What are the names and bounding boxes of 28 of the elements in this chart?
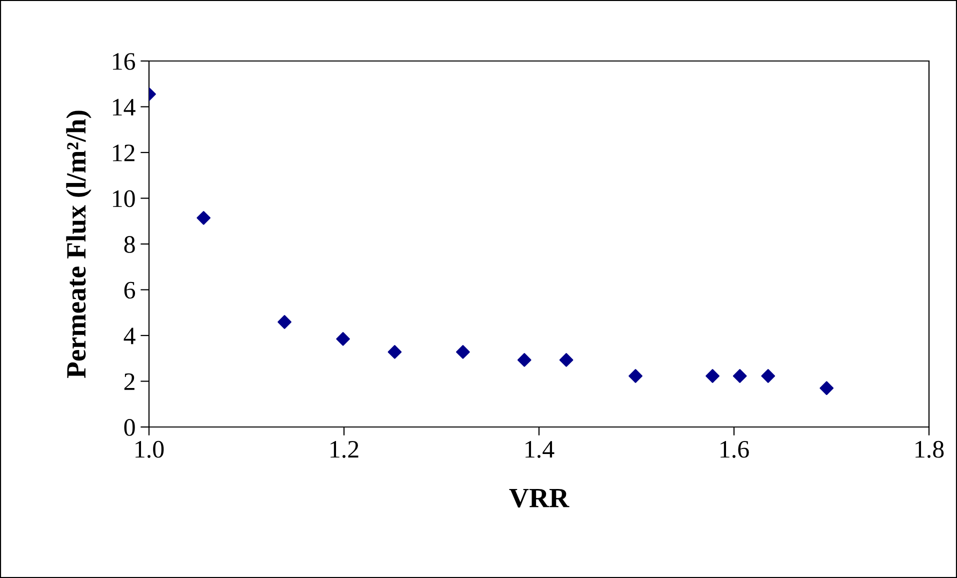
x-tick-label: 1.2 (330, 440, 358, 458)
y-tick-label: 14 (113, 98, 136, 116)
y-tick-label: 2 (124, 373, 134, 390)
x-tick-label: 1.6 (720, 440, 749, 458)
point (517, 353, 532, 367)
point (278, 315, 292, 329)
y-tick-label: 10 (113, 190, 135, 208)
point (820, 381, 834, 396)
y-tick-label: 8 (124, 236, 135, 253)
point (732, 369, 747, 383)
point (336, 332, 350, 346)
point (456, 345, 470, 359)
y-tick-label: 16 (113, 53, 136, 70)
y-tick-label: 6 (124, 282, 136, 299)
x-tick-label: 1.0 (136, 440, 164, 458)
x-tick-label: 1.4 (526, 441, 554, 458)
point (559, 353, 574, 367)
y-tick-label: 12 (113, 144, 134, 162)
x-tick-label: 1.8 (916, 440, 944, 458)
point (628, 369, 642, 383)
y-axis-title: Permeate Flux (l/m²/h) (66, 110, 92, 378)
point (761, 369, 776, 383)
y-tick-label: 0 (124, 419, 135, 436)
point (388, 345, 402, 359)
point (196, 211, 211, 225)
x-axis-title: VRR (509, 488, 570, 508)
point (706, 369, 720, 383)
y-tick-label: 4 (124, 328, 136, 344)
